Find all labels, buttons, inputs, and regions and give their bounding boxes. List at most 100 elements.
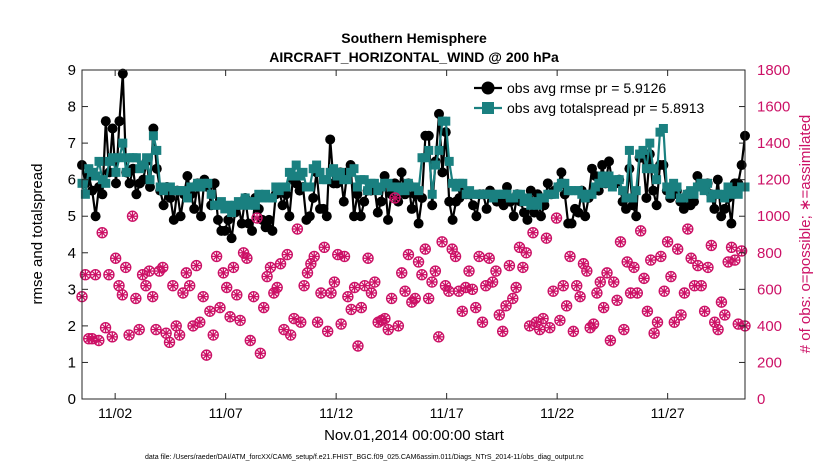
obs-assimilated-point [211, 251, 222, 262]
obs-assimilated-point [733, 319, 744, 330]
obs-assimilated-point [544, 322, 555, 333]
obs-assimilated-point [110, 253, 121, 264]
obs-assimilated-point [517, 262, 528, 273]
obs-assimilated-point [527, 227, 538, 238]
obs-assimilated-point [262, 271, 273, 282]
obs-assimilated-point [255, 348, 266, 359]
obs-assimilated-point [578, 258, 589, 269]
legend-rmse-marker [481, 81, 495, 95]
spread-point [607, 182, 617, 192]
obs-assimilated-point [295, 317, 306, 328]
obs-assimilated-point [245, 335, 256, 346]
obs-assimilated-point [453, 286, 464, 297]
spread-point [305, 182, 315, 192]
rmse-point [182, 171, 193, 182]
rmse-point [175, 211, 186, 222]
obs-assimilated-point [474, 251, 485, 262]
obs-assimilated-point [605, 335, 616, 346]
obs-assimilated-point [265, 262, 276, 273]
spread-point [658, 123, 668, 133]
obs-assimilated-point [214, 302, 225, 313]
obs-assimilated-point [672, 244, 683, 255]
series-layer [76, 68, 751, 361]
y-axis-label: rmse and totalspread [29, 164, 46, 305]
obs-assimilated-point [716, 297, 727, 308]
y-tick-label: 8 [68, 99, 76, 116]
obs-assimilated-point [719, 309, 730, 320]
obs-assimilated-point [531, 317, 542, 328]
x-axis-label: Nov.01,2014 00:00:00 start [324, 427, 505, 444]
obs-assimilated-point [615, 236, 626, 247]
spread-point [237, 200, 247, 210]
obs-assimilated-point [548, 286, 559, 297]
obs-assimilated-point [278, 324, 289, 335]
obs-assimilated-point [322, 326, 333, 337]
spread-point [665, 189, 675, 199]
obs-assimilated-point [90, 269, 101, 280]
obs-assimilated-point [433, 331, 444, 342]
obs-assimilated-point [702, 262, 713, 273]
legend-rmse-label: obs avg rmse pr = 5.9126 [507, 80, 666, 96]
obs-assimilated-point [470, 302, 481, 313]
spread-point [652, 175, 662, 185]
spread-point [641, 164, 651, 174]
obs-assimilated-point [575, 291, 586, 302]
spread-point [182, 193, 192, 203]
obs-assimilated-point [639, 273, 650, 284]
spread-point [597, 171, 607, 181]
obs-assimilated-point [181, 267, 192, 278]
obs-assimilated-point [258, 302, 269, 313]
spread-point [121, 167, 131, 177]
rmse-point [148, 123, 159, 134]
obs-assimilated-point [289, 313, 300, 324]
spread-point [533, 200, 543, 210]
spread-point [108, 153, 118, 163]
spread-point [672, 182, 682, 192]
y-tick-label: 9 [68, 62, 76, 79]
x-tick-label: 11/22 [540, 405, 574, 421]
rmse-point [196, 211, 206, 222]
obs-assimilated-point [396, 267, 407, 278]
spread-point [349, 164, 359, 174]
obs-assimilated-point [437, 236, 448, 247]
obs-assimilated-point [305, 258, 316, 269]
obs-assimilated-point [144, 266, 155, 277]
rmse-point [284, 211, 295, 222]
spread-point [322, 175, 332, 185]
spread-point [444, 156, 454, 166]
spread-point [223, 200, 233, 210]
obs-assimilated-point [538, 313, 549, 324]
spread-point [179, 186, 189, 196]
rmse-point [372, 207, 383, 218]
spread-point [458, 178, 468, 188]
spread-point [522, 193, 532, 203]
obs-assimilated-point [268, 287, 279, 298]
rmse-point [712, 174, 723, 185]
obs-assimilated-point [430, 266, 441, 277]
obs-assimilated-point [127, 211, 138, 222]
obs-assimilated-point [87, 333, 98, 344]
obs-assimilated-point [356, 302, 367, 313]
spread-point [618, 186, 628, 196]
rmse-point [145, 181, 155, 192]
obs-assimilated-point [221, 282, 232, 293]
obs-assimilated-point [507, 293, 518, 304]
obs-assimilated-point [504, 260, 515, 271]
obs-assimilated-point [252, 213, 263, 224]
obs-assimilated-point [652, 317, 663, 328]
spread-point [431, 160, 441, 170]
rmse-point [536, 211, 546, 222]
rmse-point [689, 196, 699, 207]
obs-assimilated-point [635, 225, 646, 236]
rmse-point [468, 200, 478, 211]
rmse-point [277, 200, 288, 211]
rmse-point [522, 214, 533, 225]
obs-assimilated-point [157, 262, 168, 273]
obs-assimilated-point [235, 315, 246, 326]
rmse-point [223, 214, 234, 225]
spread-point [420, 153, 430, 163]
rmse-point [502, 181, 512, 192]
obs-assimilated-point [130, 293, 141, 304]
spread-point [601, 178, 611, 188]
obs-assimilated-point [238, 247, 249, 258]
